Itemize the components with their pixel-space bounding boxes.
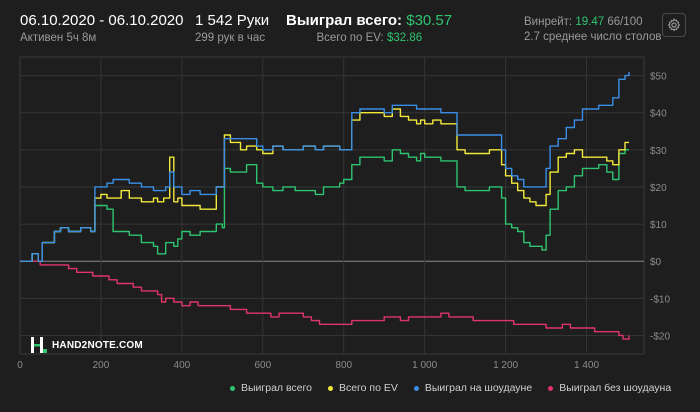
series-line-non-showdown xyxy=(20,260,630,340)
legend-label: Выиграл на шоудауне xyxy=(424,382,533,394)
legend-item-ev-total[interactable]: Всего по EV xyxy=(327,382,398,394)
ev-value: $32.86 xyxy=(386,32,423,44)
legend-label: Всего по EV xyxy=(338,382,398,394)
settings-button[interactable] xyxy=(662,13,686,37)
y-tick-label: $50 xyxy=(650,72,667,83)
ev-label: Всего по EV: xyxy=(316,32,384,44)
hand2note-logo-icon xyxy=(31,337,47,353)
y-tick-label: $20 xyxy=(650,183,667,194)
plot-frame xyxy=(19,56,645,355)
y-tick-label: $0 xyxy=(650,257,662,268)
y-tick-label: $40 xyxy=(650,109,667,120)
chart-legend: Выиграл всего Всего по EV Выиграл на шоу… xyxy=(230,382,671,394)
x-tick-label: 800 xyxy=(335,360,352,371)
date-range: 06.10.2020 - 06.10.2020 xyxy=(20,12,184,29)
series-line-won-total xyxy=(20,149,629,262)
winrate-unit: 66/100 xyxy=(607,16,643,28)
won-value: $30.57 xyxy=(406,12,453,29)
x-tick-label: 600 xyxy=(254,360,271,371)
watermark: HAND2NOTE.COM xyxy=(30,336,143,354)
winrate-stat: Винрейт: 19.47 66/100 2.7 среднее число … xyxy=(524,16,662,43)
stats-header: 06.10.2020 - 06.10.2020 Активен 5ч 8м 1 … xyxy=(0,0,700,54)
legend-dot xyxy=(327,385,333,391)
hands-per-hour: 299 рук в час xyxy=(195,32,266,44)
legend-item-won-total[interactable]: Выиграл всего xyxy=(230,382,312,394)
series-line-ev-total xyxy=(20,108,629,262)
x-tick-label: 1 000 xyxy=(412,360,437,371)
series-line-showdown xyxy=(20,71,630,262)
gear-icon xyxy=(667,18,681,32)
legend-label: Выиграл всего xyxy=(241,382,312,394)
legend-dot xyxy=(548,385,554,391)
y-tick-label: -$20 xyxy=(650,331,670,342)
profit-chart: -$20 -$10 $0 $10 $20 $30 $40 $50 0 200 400 600 800 1 … xyxy=(17,56,670,371)
legend-item-non-showdown[interactable]: Выиграл без шоудауна xyxy=(548,382,671,394)
y-tick-label: -$10 xyxy=(650,294,670,305)
y-tick-label: $30 xyxy=(650,146,667,157)
hands-count: 1 542 Руки xyxy=(195,12,270,29)
won-label: Выиграл всего: xyxy=(286,12,403,29)
legend-dot xyxy=(230,385,235,391)
won-stat: Выиграл всего: $30.57 Всего по EV: $32.8… xyxy=(286,12,452,44)
avg-tables: 2.7 среднее число столов xyxy=(524,31,662,43)
legend-label: Выиграл без шоудауна xyxy=(559,382,672,394)
y-tick-label: $10 xyxy=(650,220,667,231)
x-tick-label: 1 200 xyxy=(493,360,518,371)
session-dates: 06.10.2020 - 06.10.2020 Активен 5ч 8м xyxy=(20,12,183,44)
x-tick-label: 400 xyxy=(174,360,191,371)
winrate: Винрейт: 19.47 66/100 xyxy=(524,16,662,28)
won-total: Выиграл всего: $30.57 xyxy=(286,12,452,29)
ev-total: Всего по EV: $32.86 xyxy=(286,32,452,44)
watermark-text: HAND2NOTE.COM xyxy=(52,339,143,351)
active-time: Активен 5ч 8м xyxy=(20,32,97,44)
x-tick-label: 0 xyxy=(17,360,23,371)
legend-item-showdown[interactable]: Выиграл на шоудауне xyxy=(413,382,533,394)
winrate-label: Винрейт: xyxy=(524,16,573,28)
x-tick-label: 200 xyxy=(93,360,110,371)
hands-stat: 1 542 Руки 299 рук в час xyxy=(195,12,269,44)
legend-dot xyxy=(413,385,419,391)
winrate-value: 19.47 xyxy=(575,16,605,28)
x-tick-label: 1 400 xyxy=(574,360,599,371)
